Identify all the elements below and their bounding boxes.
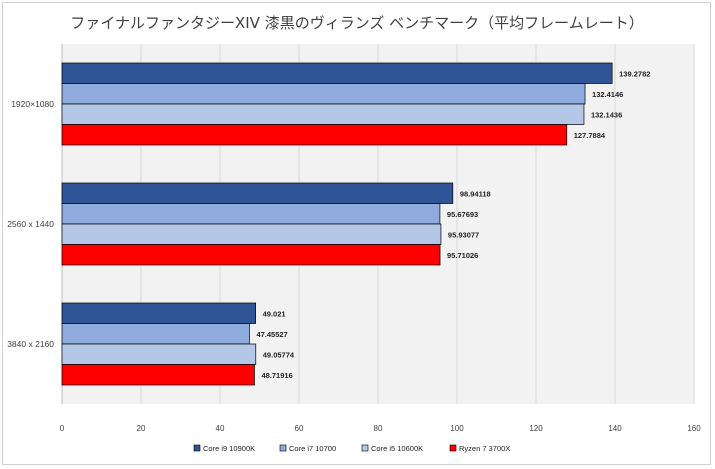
legend-label: Core i7 10700 — [289, 444, 336, 453]
bar — [61, 103, 585, 125]
bar — [61, 83, 586, 105]
x-tick-label: 120 — [529, 424, 543, 433]
legend-swatch — [193, 444, 201, 452]
bar — [61, 302, 256, 324]
bar — [61, 124, 568, 146]
legend-label: Core i5 10600K — [371, 444, 423, 453]
chart-title: ファイナルファンタジーXIV 漆黒のヴィランズ ベンチマーク（平均フレームレート… — [70, 14, 643, 32]
plot-area: 0 20 40 60 80 100 120 140 160 1920×1080 139.2782 13… — [7, 44, 701, 433]
data-label: 47.45527 — [256, 330, 287, 339]
legend-swatch — [361, 444, 369, 452]
bar — [61, 323, 250, 345]
data-label: 127.7884 — [574, 131, 606, 140]
data-label: 132.4146 — [592, 90, 623, 99]
x-tick-label: 160 — [687, 424, 701, 433]
data-label: 139.2782 — [619, 69, 650, 78]
category-label: 3840 x 2160 — [7, 339, 54, 349]
bar — [61, 182, 454, 204]
x-tick-label: 20 — [137, 424, 146, 433]
data-label: 95.93077 — [448, 230, 479, 239]
x-tick-label: 60 — [295, 424, 304, 433]
bar — [61, 62, 613, 84]
bar — [61, 223, 442, 245]
bar — [61, 244, 441, 266]
x-tick-label: 80 — [374, 424, 383, 433]
legend-label: Core i9 10900K — [203, 444, 255, 453]
data-label: 98.94118 — [460, 189, 491, 198]
category-label: 2560 x 1440 — [7, 219, 54, 229]
x-tick-label: 100 — [450, 424, 464, 433]
data-label: 95.67693 — [447, 210, 478, 219]
legend-swatch — [279, 444, 287, 452]
legend-swatch — [449, 444, 457, 452]
data-label: 132.1436 — [591, 110, 622, 119]
bar — [61, 364, 255, 386]
data-label: 95.71026 — [447, 251, 478, 260]
legend: Core i9 10900K Core i7 10700 Core i5 10600… — [193, 444, 510, 453]
x-tick-label: 40 — [216, 424, 225, 433]
data-label: 48.71916 — [261, 371, 292, 380]
bar — [61, 343, 257, 365]
bar — [61, 203, 441, 225]
x-tick-label: 0 — [60, 424, 65, 433]
category-label: 1920×1080 — [11, 99, 54, 109]
legend-label: Ryzen 7 3700X — [459, 444, 510, 453]
data-label: 49.021 — [263, 309, 286, 318]
data-label: 49.05774 — [263, 350, 295, 359]
x-tick-label: 140 — [608, 424, 622, 433]
